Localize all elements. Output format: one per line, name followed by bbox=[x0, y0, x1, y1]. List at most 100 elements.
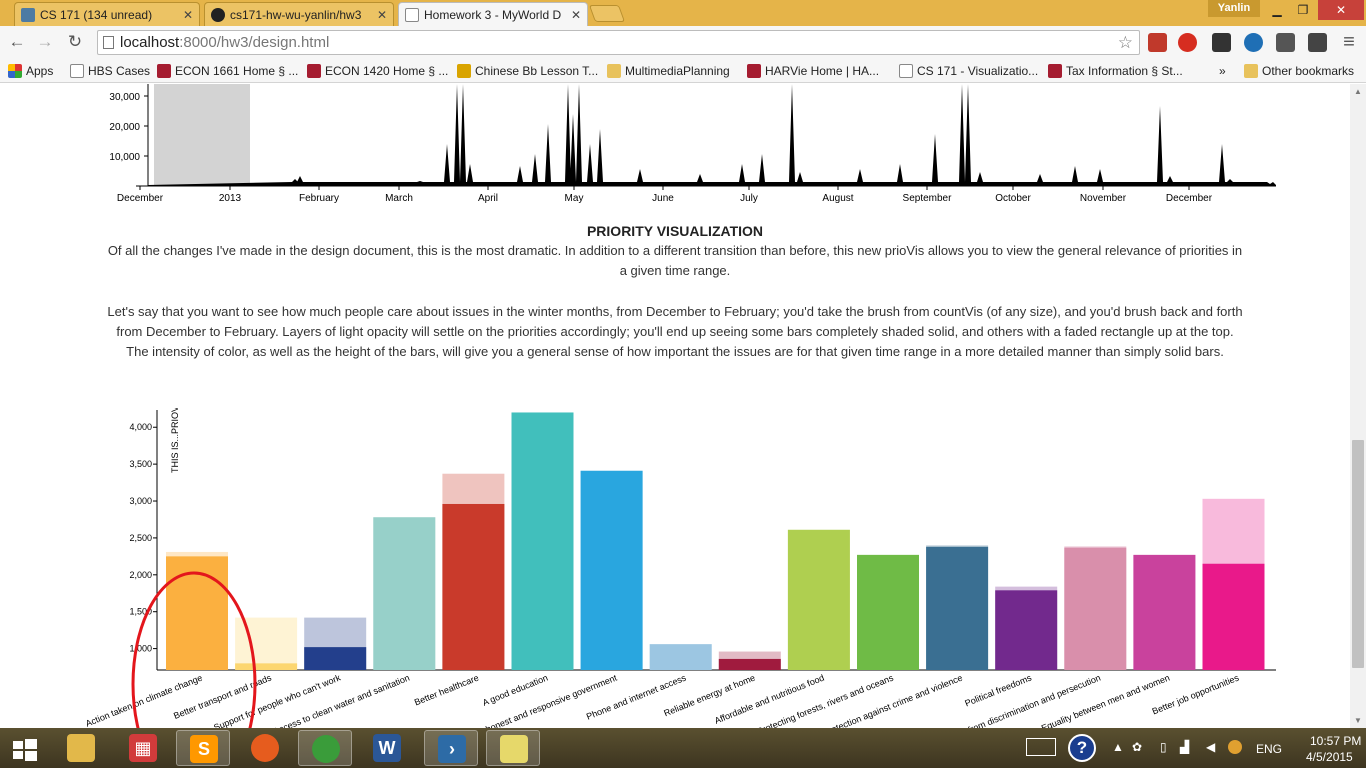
count-x-tick: December bbox=[117, 193, 164, 204]
tray-overflow-icon[interactable]: ▲ bbox=[1112, 740, 1124, 754]
bookmark-harvie[interactable]: HARVie Home | HA... bbox=[747, 63, 879, 79]
count-brush[interactable] bbox=[154, 84, 250, 186]
count-x-tick: October bbox=[995, 193, 1031, 204]
clock-time[interactable]: 10:57 PM bbox=[1310, 734, 1362, 748]
close-tab-icon[interactable]: ✕ bbox=[376, 7, 387, 22]
count-y-tick: 20,000 bbox=[109, 122, 140, 133]
circle-extension-icon[interactable] bbox=[1244, 33, 1263, 52]
sticky-notes-taskbar-button[interactable] bbox=[486, 730, 540, 766]
word-taskbar-button[interactable]: W bbox=[360, 730, 414, 766]
clock-date[interactable]: 4/5/2015 bbox=[1306, 750, 1353, 764]
vertical-scrollbar[interactable]: ▲ ▼ bbox=[1350, 84, 1366, 728]
reload-button[interactable]: ↻ bbox=[67, 32, 83, 51]
count-x-tick: December bbox=[1166, 193, 1213, 204]
profile-badge[interactable]: Yanlin bbox=[1208, 0, 1260, 17]
scroll-down-icon[interactable]: ▼ bbox=[1354, 716, 1362, 725]
maximize-button[interactable]: ❐ bbox=[1297, 3, 1309, 17]
bookmark-label: Apps bbox=[26, 64, 54, 78]
page-icon bbox=[405, 7, 419, 22]
prio-x-label: Support for people who can't work bbox=[212, 672, 342, 728]
prio-y-tick: 1,500 bbox=[129, 607, 152, 617]
prio-bar[interactable] bbox=[857, 554, 919, 670]
prio-bar[interactable] bbox=[442, 503, 505, 670]
pdf-extension-icon[interactable] bbox=[1148, 33, 1167, 52]
prio-vis: 1,000 1,500 2,000 2,500 3,000 3,500 4,000 THIS … bbox=[84, 408, 1276, 728]
prio-bar[interactable] bbox=[787, 529, 850, 670]
prio-bar[interactable] bbox=[511, 412, 574, 670]
prio-bar[interactable] bbox=[718, 658, 781, 670]
address-bar[interactable]: localhost:8000/hw3/design.html ☆ bbox=[97, 30, 1140, 55]
close-tab-icon[interactable]: ✕ bbox=[570, 7, 581, 22]
new-tab-button[interactable] bbox=[588, 5, 626, 22]
wifi-icon[interactable]: ▟ bbox=[1180, 740, 1190, 754]
metro-apps-taskbar-button[interactable]: ▦ bbox=[116, 730, 170, 766]
prio-bar[interactable] bbox=[373, 517, 436, 670]
volume-icon[interactable]: ◀ bbox=[1206, 740, 1216, 754]
keyboard-icon[interactable] bbox=[1026, 738, 1056, 756]
prio-bar[interactable] bbox=[1064, 547, 1127, 670]
powershell-taskbar-button[interactable]: › bbox=[424, 730, 478, 766]
tab-github[interactable]: cs171-hw-wu-yanlin/hw3 ✕ bbox=[204, 2, 394, 26]
close-window-button[interactable]: ✕ bbox=[1318, 0, 1364, 20]
back-button[interactable]: ← bbox=[8, 32, 26, 51]
bookmark-hbs-cases[interactable]: HBS Cases bbox=[70, 63, 150, 79]
prio-bar[interactable] bbox=[235, 663, 298, 670]
page-icon bbox=[103, 36, 114, 49]
priority-paragraph-2: Let's say that you want to see how much … bbox=[107, 304, 1243, 359]
prio-bar[interactable] bbox=[926, 546, 989, 670]
close-tab-icon[interactable]: ✕ bbox=[182, 7, 193, 22]
system-tray: ? ▲ ✿ ▯ ▟ ◀ ENG 10:57 PM 4/5/2015 bbox=[1020, 728, 1366, 768]
bookmark-apps[interactable]: Apps bbox=[8, 63, 53, 79]
prio-x-label: Better healthcare bbox=[413, 673, 480, 708]
bookmarks-overflow-button[interactable]: » bbox=[1219, 64, 1226, 78]
status-orb-icon[interactable] bbox=[1228, 740, 1242, 754]
count-x-ticks: December 2013 February March April May June Jul… bbox=[117, 186, 1213, 204]
bookmark-chinese-bb[interactable]: Chinese Bb Lesson T... bbox=[457, 63, 598, 79]
puzzle-extension-icon[interactable] bbox=[1276, 33, 1295, 52]
scrollbar-thumb[interactable] bbox=[1352, 440, 1364, 668]
bookmark-multimedia[interactable]: MultimediaPlanning bbox=[607, 63, 730, 79]
firefox-taskbar-button[interactable] bbox=[238, 730, 292, 766]
bookmark-tax-info[interactable]: Tax Information § St... bbox=[1048, 63, 1183, 79]
sync-icon[interactable]: ✿ bbox=[1132, 740, 1143, 754]
battery-icon[interactable]: ▯ bbox=[1160, 740, 1167, 754]
github-icon bbox=[211, 7, 225, 22]
bookmark-cs171[interactable]: CS 171 - Visualizatio... bbox=[899, 63, 1038, 79]
prio-y-label: THIS IS...PRIOVIS bbox=[170, 408, 180, 473]
prio-bar[interactable] bbox=[166, 556, 228, 670]
chrome-taskbar-button[interactable] bbox=[298, 730, 352, 766]
stop-extension-icon[interactable] bbox=[1178, 33, 1197, 52]
prio-bar[interactable] bbox=[304, 647, 367, 670]
red-circle-annotation bbox=[131, 571, 257, 728]
other-bookmarks[interactable]: Other bookmarks bbox=[1244, 63, 1354, 79]
prio-bar[interactable] bbox=[580, 470, 643, 670]
tab-homework3[interactable]: Homework 3 - MyWorld D ✕ bbox=[398, 2, 588, 26]
count-x-tick: May bbox=[565, 193, 584, 204]
count-y-ticks: 30,000 20,000 10,000 bbox=[109, 92, 148, 163]
prio-bar[interactable] bbox=[649, 644, 712, 670]
chrome-menu-icon[interactable]: ≡ bbox=[1343, 31, 1355, 53]
tab-piazza[interactable]: CS 171 (134 unread) ✕ bbox=[14, 2, 200, 26]
bookmark-econ1420[interactable]: ECON 1420 Home § ... bbox=[307, 63, 448, 79]
explorer-taskbar-button[interactable] bbox=[54, 730, 108, 766]
prio-bar[interactable] bbox=[1133, 554, 1196, 670]
bookmark-star-icon[interactable]: ☆ bbox=[1117, 33, 1133, 52]
grid-extension-icon[interactable] bbox=[1308, 33, 1327, 52]
prio-bar[interactable] bbox=[995, 590, 1058, 670]
folder-icon bbox=[1244, 64, 1258, 78]
pocket-extension-icon[interactable] bbox=[1212, 33, 1231, 52]
minimize-button[interactable]: ▁ bbox=[1272, 3, 1282, 17]
language-indicator[interactable]: ENG bbox=[1256, 742, 1283, 756]
sublime-text-taskbar-button[interactable]: S bbox=[176, 730, 230, 766]
start-button[interactable] bbox=[0, 730, 50, 766]
prio-bar[interactable] bbox=[1202, 563, 1265, 670]
tab-label: CS 171 (134 unread) bbox=[40, 7, 153, 22]
scroll-up-icon[interactable]: ▲ bbox=[1354, 87, 1362, 96]
forward-button[interactable]: → bbox=[36, 32, 54, 51]
help-icon[interactable]: ? bbox=[1068, 734, 1096, 762]
harvard-shield-icon bbox=[157, 64, 171, 78]
prio-y-tick: 3,500 bbox=[129, 459, 152, 469]
harvard-shield-icon bbox=[747, 64, 761, 78]
bookmark-econ1661[interactable]: ECON 1661 Home § ... bbox=[157, 63, 298, 79]
